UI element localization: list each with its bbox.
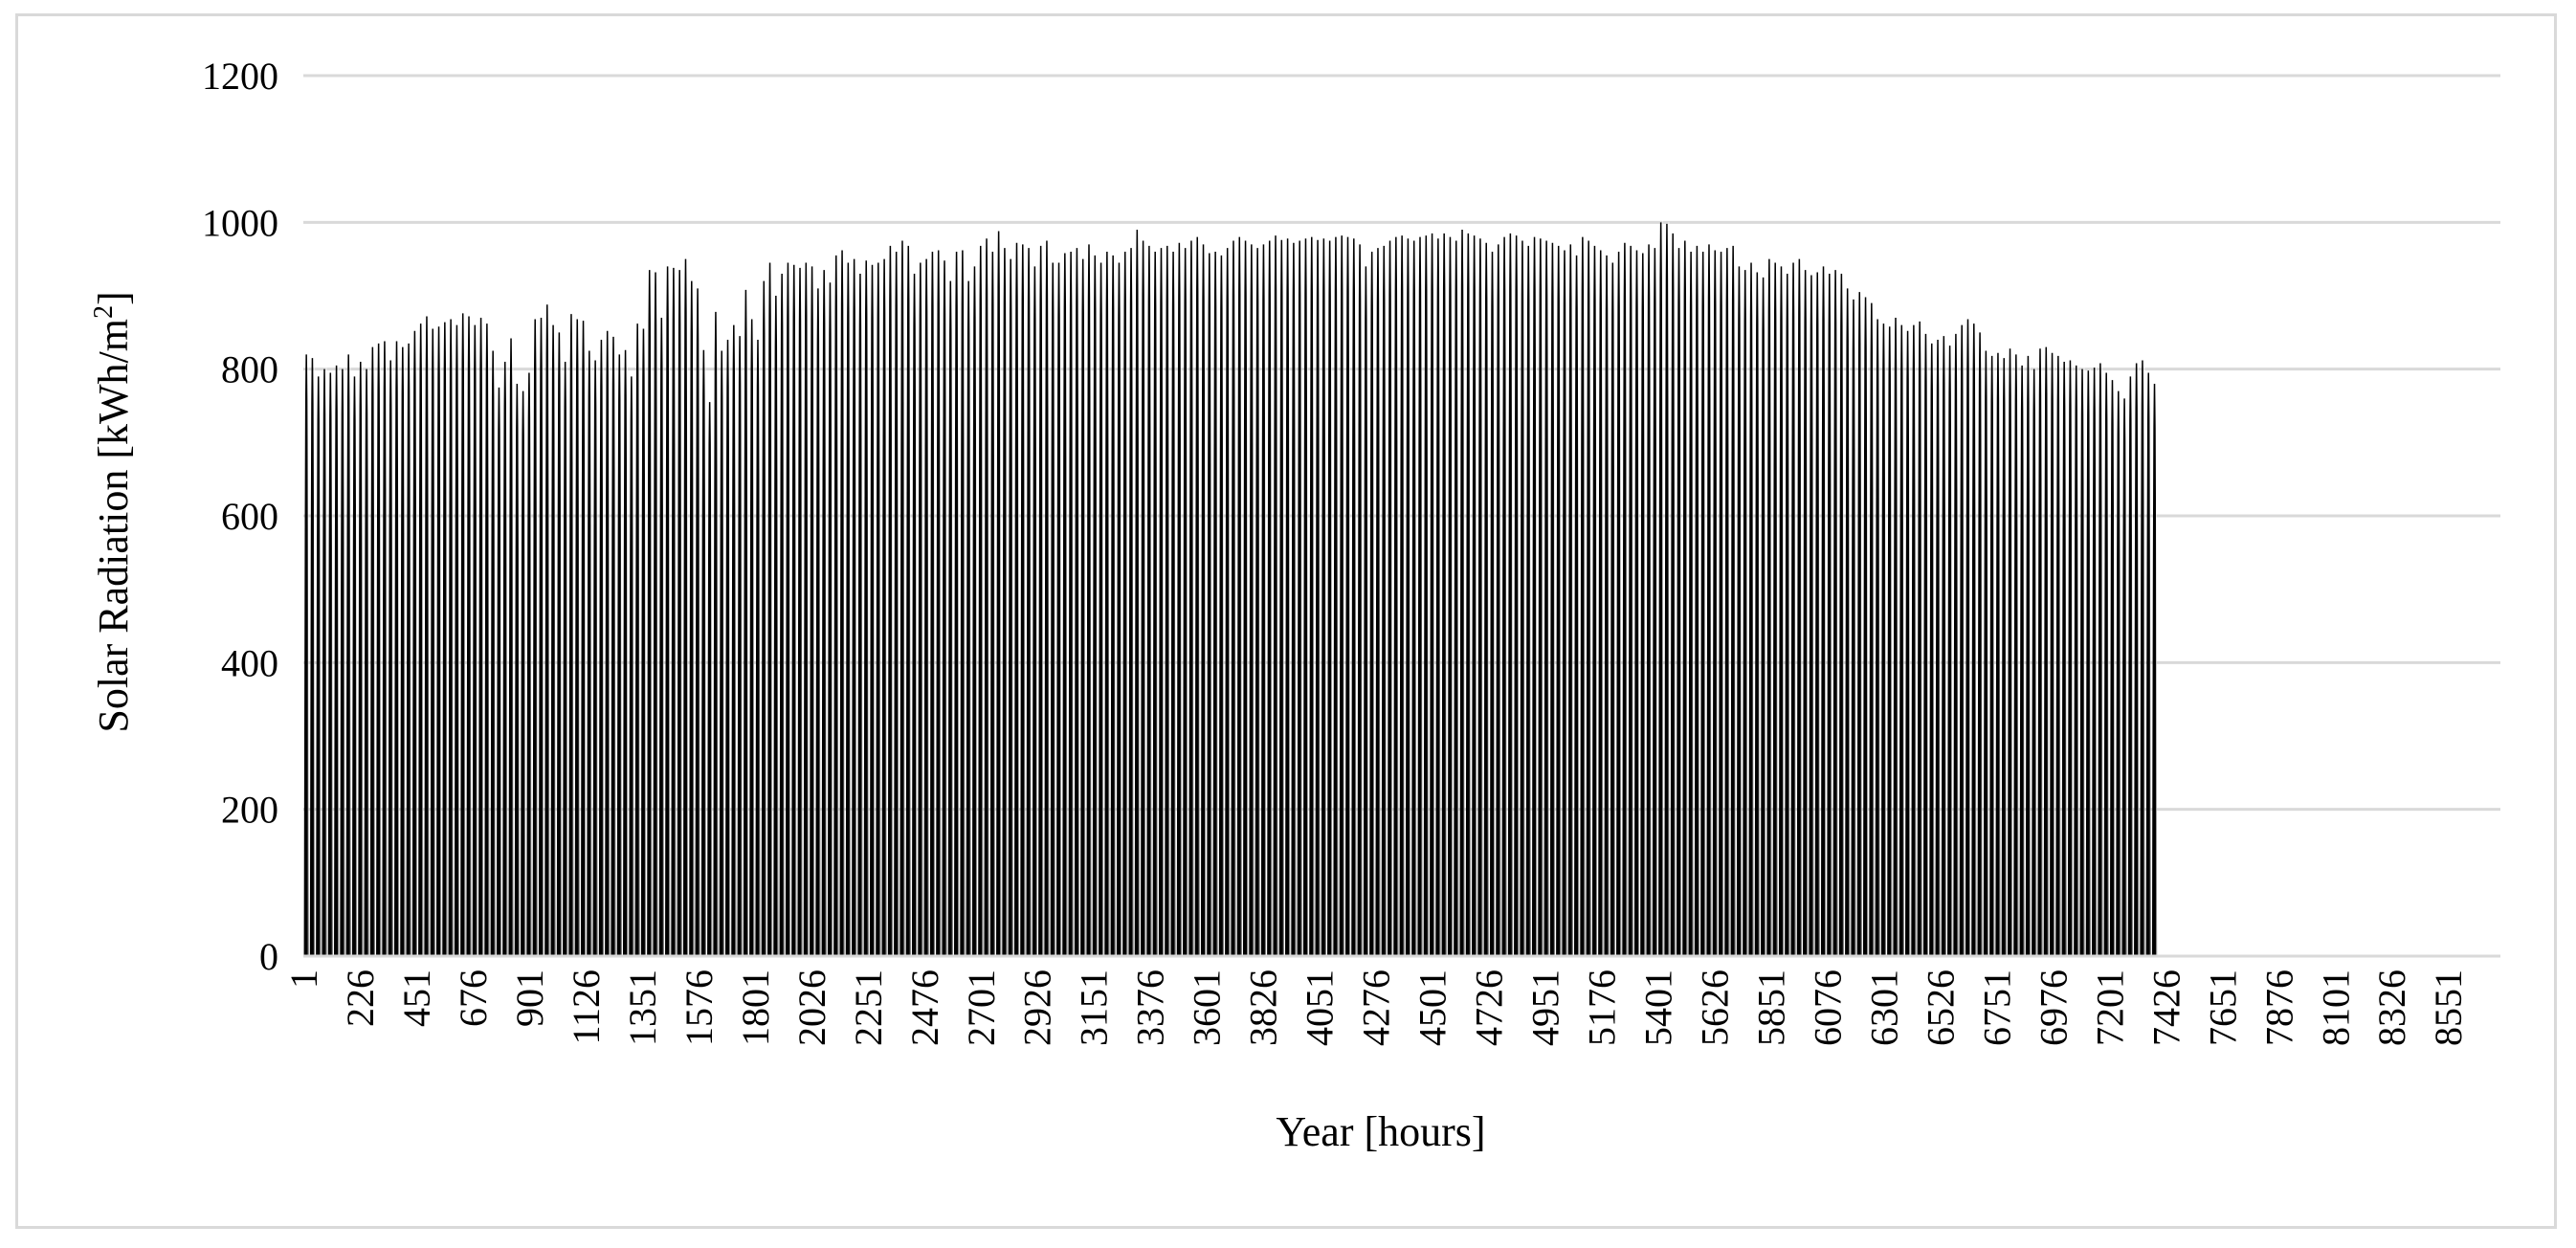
x-tick-label: 6076: [1806, 969, 1849, 1046]
x-tick-label: 6751: [1975, 969, 2018, 1046]
x-tick-label: 8551: [2427, 969, 2470, 1046]
x-tick-label: 2026: [790, 969, 833, 1046]
x-tick-label: 8326: [2370, 969, 2413, 1046]
x-axis-title: Year [hours]: [1276, 1108, 1485, 1155]
x-tick-label: 6301: [1862, 969, 1905, 1046]
x-tick-label: 1801: [734, 969, 777, 1046]
x-tick-label: 7201: [2088, 969, 2131, 1046]
x-tick-label: 1126: [565, 969, 608, 1045]
x-tick-label: 2251: [847, 969, 890, 1046]
y-tick-label: 200: [221, 789, 278, 832]
x-tick-label: 451: [395, 969, 438, 1027]
y-tick-label: 800: [221, 348, 278, 391]
y-tick-labels: 0 200 400 600 800 1000 1200: [202, 55, 278, 978]
x-tick-label: 1351: [621, 969, 664, 1046]
x-tick-label: 4051: [1299, 969, 1342, 1046]
y-tick-label: 1200: [202, 55, 278, 98]
y-axis-title-main: Solar Radiation [kWh/m: [90, 319, 137, 733]
x-tick-label: 2701: [960, 969, 1003, 1046]
x-tick-label: 901: [508, 969, 551, 1027]
x-tick-label: 7651: [2201, 969, 2244, 1046]
x-tick-label: 2476: [903, 969, 946, 1046]
x-tick-label: 226: [339, 969, 382, 1027]
x-tick-label: 3151: [1073, 969, 1116, 1046]
x-tick-labels: 1 226 451 676 901 1126 1351 1576 1801 2026 2251 247…: [282, 969, 2470, 1046]
x-tick-label: 5851: [1749, 969, 1792, 1046]
y-axis-title: Solar Radiation [kWh/m2]: [89, 291, 137, 732]
x-tick-label: 8101: [2314, 969, 2357, 1046]
chart-frame: 0 200 400 600 800 1000 1200 1 226 451 676 901 1126 1…: [15, 13, 2557, 1229]
x-tick-label: 7426: [2144, 969, 2187, 1046]
x-tick-label: 2926: [1016, 969, 1059, 1046]
x-tick-label: 6976: [2032, 969, 2075, 1046]
x-tick-label: 4951: [1524, 969, 1567, 1046]
x-tick-label: 7876: [2257, 969, 2300, 1046]
x-tick-label: 1: [282, 969, 325, 989]
y-tick-label: 400: [221, 641, 278, 684]
x-tick-label: 3826: [1242, 969, 1285, 1046]
series-radiation: [303, 220, 2500, 957]
x-tick-label: 5176: [1581, 969, 1624, 1046]
x-tick-label: 676: [452, 969, 495, 1027]
x-tick-label: 3376: [1129, 969, 1172, 1046]
x-tick-label: 6526: [1919, 969, 1962, 1046]
x-tick-label: 4726: [1468, 969, 1511, 1046]
y-axis-title-sup: 2: [89, 305, 119, 319]
x-tick-label: 3601: [1186, 969, 1229, 1046]
y-tick-label: 600: [221, 495, 278, 538]
x-tick-label: 5401: [1637, 969, 1680, 1046]
y-tick-label: 0: [259, 935, 278, 978]
y-axis-title-close: ]: [90, 291, 137, 305]
x-tick-label: 5626: [1693, 969, 1736, 1046]
x-tick-label: 1576: [677, 969, 721, 1046]
y-tick-label: 1000: [202, 201, 278, 244]
x-tick-label: 4276: [1355, 969, 1398, 1046]
x-tick-label: 4501: [1411, 969, 1455, 1046]
